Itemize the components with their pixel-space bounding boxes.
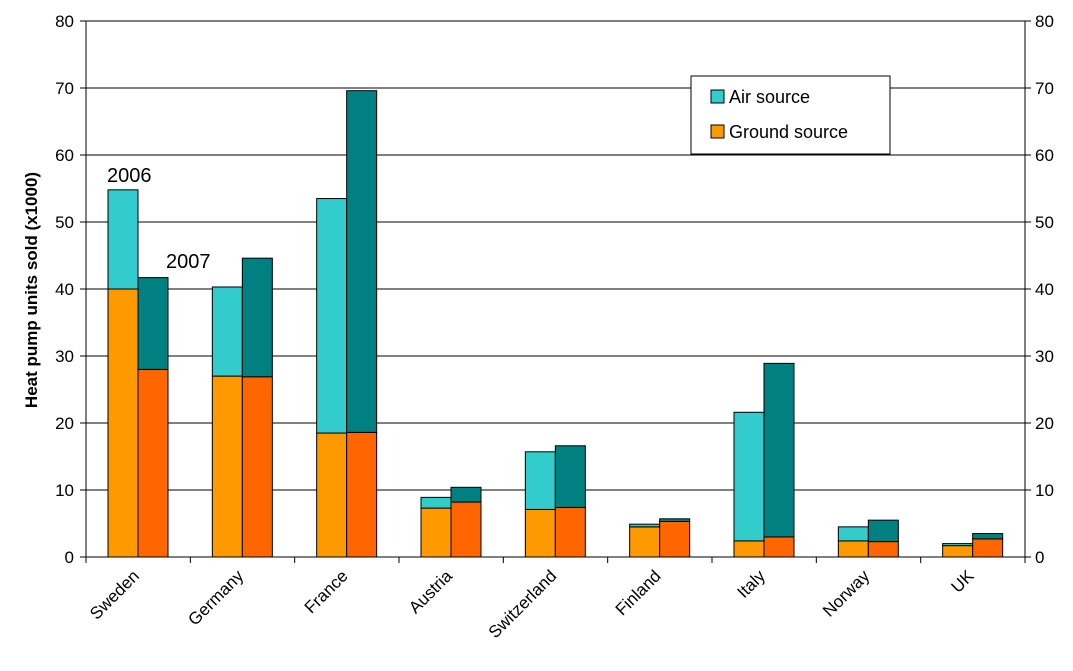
bar-switzerland-2006-ground-source [524, 508, 556, 558]
bar-italy-2006-air-source [733, 411, 765, 542]
bar-france-2006-air-source [316, 198, 348, 434]
bar-germany-2007-ground-source [241, 376, 273, 558]
y-tick-label-left-30: 30 [55, 347, 74, 366]
y-tick-label-right-30: 30 [1035, 347, 1054, 366]
y-axis-label: Heat pump units sold (x1000) [22, 172, 41, 408]
legend-swatch-ground-source [710, 124, 725, 139]
x-category-label-norway: Norway [819, 566, 874, 621]
bar-sweden-2007-ground-source [137, 368, 169, 558]
bar-switzerland-2006-air-source [524, 451, 556, 510]
bar-germany-2006-air-source [211, 286, 243, 377]
annotation-2007: 2007 [166, 251, 211, 273]
bar-norway-2006-air-source [837, 526, 869, 542]
y-tick-label-left-80: 80 [55, 12, 74, 31]
y-tick-label-left-60: 60 [55, 146, 74, 165]
legend-box [690, 75, 891, 155]
y-tick-label-left-40: 40 [55, 280, 74, 299]
x-category-label-uk: UK [948, 566, 979, 597]
bar-finland-2006-air-source [629, 523, 661, 528]
bars [107, 90, 1004, 558]
y-tick-label-right-10: 10 [1035, 481, 1054, 500]
y-tick-label-left-0: 0 [65, 548, 74, 567]
bar-austria-2007-air-source [450, 486, 482, 503]
legend-swatch-air-source [710, 89, 725, 104]
legend-label-air-source: Air source [729, 87, 810, 107]
y-tick-label-right-0: 0 [1035, 548, 1044, 567]
bar-sweden-2006-air-source [107, 189, 139, 290]
x-axis-categories: Sweden Germany France Austria Switzerland Fin… [85, 557, 1026, 642]
bar-italy-2007-ground-source [763, 536, 795, 558]
bar-italy-2007-air-source [763, 362, 795, 538]
y-axis-right-ticks: 0 10 20 30 40 50 60 70 80 [1025, 12, 1054, 567]
bar-italy-2006-ground-source [733, 540, 765, 558]
bar-sweden-2007-air-source [137, 277, 169, 370]
y-tick-label-right-20: 20 [1035, 414, 1054, 433]
bar-finland-2007-air-source [659, 518, 691, 522]
y-tick-label-left-10: 10 [55, 481, 74, 500]
legend: Air source Ground source [690, 75, 891, 155]
bar-austria-2007-ground-source [450, 501, 482, 558]
bar-norway-2007-ground-source [867, 541, 899, 558]
bar-germany-2006-ground-source [211, 375, 243, 558]
bar-france-2007-ground-source [346, 431, 378, 558]
x-category-label-italy: Italy [734, 566, 770, 602]
bar-finland-2006-ground-source [629, 526, 661, 558]
bar-switzerland-2007-ground-source [554, 506, 586, 558]
bar-switzerland-2007-air-source [554, 445, 586, 508]
annotation-2006: 2006 [107, 165, 152, 187]
bar-france-2006-ground-source [316, 432, 348, 558]
bar-uk-2006-air-source [942, 543, 974, 547]
bar-germany-2007-air-source [241, 257, 273, 378]
bar-austria-2006-ground-source [420, 507, 452, 558]
y-tick-label-right-70: 70 [1035, 79, 1054, 98]
y-tick-label-right-80: 80 [1035, 12, 1054, 31]
bar-france-2007-air-source [346, 90, 378, 433]
y-tick-label-left-50: 50 [55, 213, 74, 232]
bar-sweden-2006-ground-source [107, 288, 139, 558]
y-axis-left-ticks: 0 10 20 30 40 50 60 70 80 [55, 12, 86, 567]
bar-uk-2007-ground-source [972, 538, 1004, 558]
bar-norway-2007-air-source [867, 519, 899, 543]
y-tick-label-right-40: 40 [1035, 280, 1054, 299]
x-category-label-germany: Germany [184, 566, 247, 629]
bar-uk-2007-air-source [972, 533, 1004, 540]
x-category-label-austria: Austria [405, 566, 456, 617]
x-category-label-france: France [301, 566, 352, 617]
bar-austria-2006-air-source [420, 496, 452, 509]
legend-label-ground-source: Ground source [729, 122, 848, 142]
y-tick-label-left-20: 20 [55, 414, 74, 433]
y-tick-label-right-60: 60 [1035, 146, 1054, 165]
x-category-label-finland: Finland [612, 566, 665, 619]
x-category-label-switzerland: Switzerland [485, 566, 561, 642]
bar-finland-2007-ground-source [659, 520, 691, 558]
bar-uk-2006-ground-source [942, 545, 974, 558]
y-tick-label-left-70: 70 [55, 79, 74, 98]
x-category-label-sweden: Sweden [86, 566, 143, 623]
y-tick-label-right-50: 50 [1035, 213, 1054, 232]
bar-norway-2006-ground-source [837, 540, 869, 558]
